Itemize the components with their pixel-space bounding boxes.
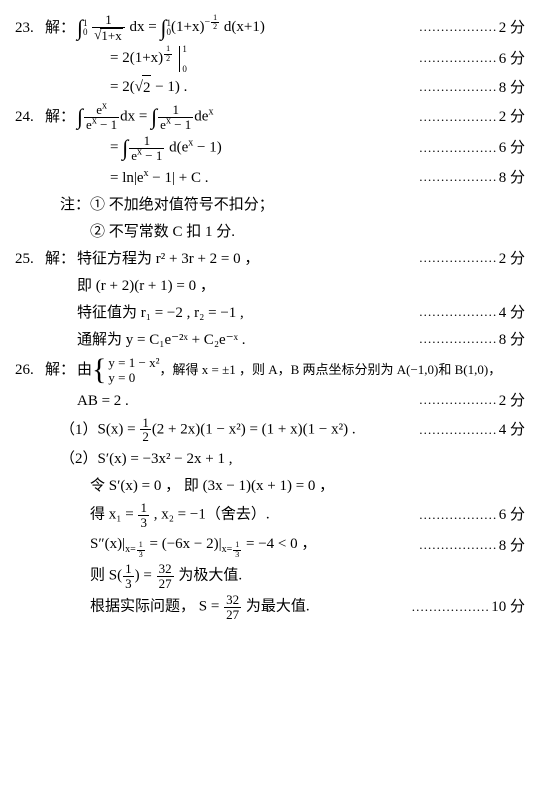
q26-part2-l5: 则 S(13) = 3227 为极大值. — [15, 562, 525, 590]
q26-eq4: S′(x) = −3x² − 2x + 1 , — [98, 447, 233, 471]
q23-eq3: = 2(2 − 1) . — [110, 75, 187, 100]
q25-num: 25. — [15, 247, 45, 271]
q23-line2: = 2(1+x)12 10 ……………… 6 分 — [15, 45, 525, 72]
q26-num: 26. — [15, 358, 45, 382]
q25-eq2: 即 (r + 2)(r + 1) = 0 ， — [77, 274, 215, 298]
part1-label: （1） — [60, 418, 98, 442]
q24-note1: 注： ① 不加绝对值符号不扣分； — [15, 193, 525, 217]
q24-eq3: = ln|ex − 1| + C . — [110, 166, 208, 190]
note-label: 注： — [60, 193, 90, 217]
dots: ……………… — [419, 390, 497, 411]
q26-line1: 26. 解： 由 { y = 1 − x² y = 0 ，解得 x = ±1 ，… — [15, 355, 525, 386]
q25-s4: 8 分 — [499, 328, 525, 352]
dots: ……………… — [419, 420, 497, 441]
q26-label: 解： — [45, 358, 77, 382]
dots: ……………… — [419, 535, 497, 556]
q25-line1: 25. 解： 特征方程为 r² + 3r + 2 = 0 ， ……………… 2 … — [15, 247, 525, 271]
q23-eq1: ∫10 11+x dx = ∫10(1+x)−12 d(x+1) — [77, 13, 265, 42]
dots: ……………… — [419, 138, 497, 159]
q26-s3: 4 分 — [499, 418, 525, 442]
q26-part2-l3: 得 x₁ = 13 , x₂ = −1（舍去）. ……………… 6 分 — [15, 501, 525, 529]
q25-s1: 2 分 — [499, 247, 525, 271]
q24-s1: 2 分 — [499, 105, 525, 129]
q25-eq3: 特征值为 r₁ = −2 , r₂ = −1 , — [77, 301, 244, 325]
q25-label: 解： — [45, 247, 77, 271]
q24-note2: ② 不写常数 C 扣 1 分. — [15, 220, 525, 244]
q24-line1: 24. 解： ∫exex − 1dx = ∫1ex − 1dex ……………… … — [15, 103, 525, 131]
q26-s9: 10 分 — [491, 595, 525, 619]
q26-s6: 6 分 — [499, 503, 525, 527]
dots: ……………… — [419, 107, 497, 128]
q25-line2: 即 (r + 2)(r + 1) = 0 ， — [15, 274, 525, 298]
q23-s2: 6 分 — [499, 47, 525, 71]
q23-line3: = 2(2 − 1) . ……………… 8 分 — [15, 75, 525, 100]
q26-intro-b: ，解得 x = ±1 ，则 A，B 两点坐标分别为 A(−1,0)和 B(1,0… — [159, 360, 501, 381]
q26-eq5: 令 S′(x) = 0 ， 即 (3x − 1)(x + 1) = 0 ， — [90, 474, 334, 498]
q25-eq1: 特征方程为 r² + 3r + 2 = 0 ， — [77, 247, 259, 271]
q24-s3: 8 分 — [499, 166, 525, 190]
q24-label: 解： — [45, 105, 77, 129]
q26-eq9: 根据实际问题， S = 3227 为最大值. — [90, 593, 310, 621]
brace-icon: { — [92, 355, 106, 385]
dots: ……………… — [419, 302, 497, 323]
q23-label: 解： — [45, 16, 77, 40]
q26-part2-l6: 根据实际问题， S = 3227 为最大值. ……………… 10 分 — [15, 593, 525, 621]
q26-eq8: 则 S(13) = 3227 为极大值. — [90, 562, 242, 590]
q25-s3: 4 分 — [499, 301, 525, 325]
q25-line3: 特征值为 r₁ = −2 , r₂ = −1 , ……………… 4 分 — [15, 301, 525, 325]
q23-s3: 8 分 — [499, 76, 525, 100]
q24-eq2: = ∫1ex − 1 d(ex − 1) — [110, 134, 222, 162]
q26-system: y = 1 − x² y = 0 — [108, 355, 159, 386]
q23-eq2: = 2(1+x)12 10 — [110, 45, 180, 72]
q25-line4: 通解为 y = C₁e⁻²ˣ + C₂e⁻ˣ . ……………… 8 分 — [15, 328, 525, 352]
q26-part2-l1: （2） S′(x) = −3x² − 2x + 1 , — [15, 447, 525, 471]
q23-s1: 2 分 — [499, 16, 525, 40]
q24-line3: = ln|ex − 1| + C . ……………… 8 分 — [15, 166, 525, 190]
q26-s7: 8 分 — [499, 534, 525, 558]
dots: ……………… — [419, 248, 497, 269]
q26-part2-l2: 令 S′(x) = 0 ， 即 (3x − 1)(x + 1) = 0 ， — [15, 474, 525, 498]
q26-part1: （1） S(x) = 12(2 + 2x)(1 − x²) = (1 + x)(… — [15, 416, 525, 444]
q24-note1-text: ① 不加绝对值符号不扣分； — [90, 193, 274, 217]
dots: ……………… — [411, 597, 489, 618]
q25-eq4: 通解为 y = C₁e⁻²ˣ + C₂e⁻ˣ . — [77, 328, 245, 352]
dots: ……………… — [419, 17, 497, 38]
q26-eq7: S″(x)|x=13 = (−6x − 2)|x=13 = −4 < 0 ， — [90, 532, 316, 559]
q24-note2-text: ② 不写常数 C 扣 1 分. — [90, 220, 235, 244]
q26-eq6: 得 x₁ = 13 , x₂ = −1（舍去）. — [90, 501, 270, 529]
q24-eq1: ∫exex − 1dx = ∫1ex − 1dex — [77, 103, 213, 131]
q24-s2: 6 分 — [499, 136, 525, 160]
q26-line2: AB = 2 . ……………… 2 分 — [15, 389, 525, 413]
q24-num: 24. — [15, 105, 45, 129]
q26-ab: AB = 2 . — [77, 389, 129, 413]
q26-eq3: S(x) = 12(2 + 2x)(1 − x²) = (1 + x)(1 − … — [98, 416, 356, 444]
dots: ……………… — [419, 48, 497, 69]
q26-intro-a: 由 — [77, 358, 92, 382]
q24-line2: = ∫1ex − 1 d(ex − 1) ……………… 6 分 — [15, 134, 525, 162]
q26-part2-l4: S″(x)|x=13 = (−6x − 2)|x=13 = −4 < 0 ， …… — [15, 532, 525, 559]
dots: ……………… — [419, 77, 497, 98]
q23-num: 23. — [15, 16, 45, 40]
q26-s2: 2 分 — [499, 389, 525, 413]
dots: ……………… — [419, 505, 497, 526]
part2-label: （2） — [60, 447, 98, 471]
dots: ……………… — [419, 167, 497, 188]
q23-line1: 23. 解： ∫10 11+x dx = ∫10(1+x)−12 d(x+1) … — [15, 13, 525, 42]
dots: ……………… — [419, 329, 497, 350]
